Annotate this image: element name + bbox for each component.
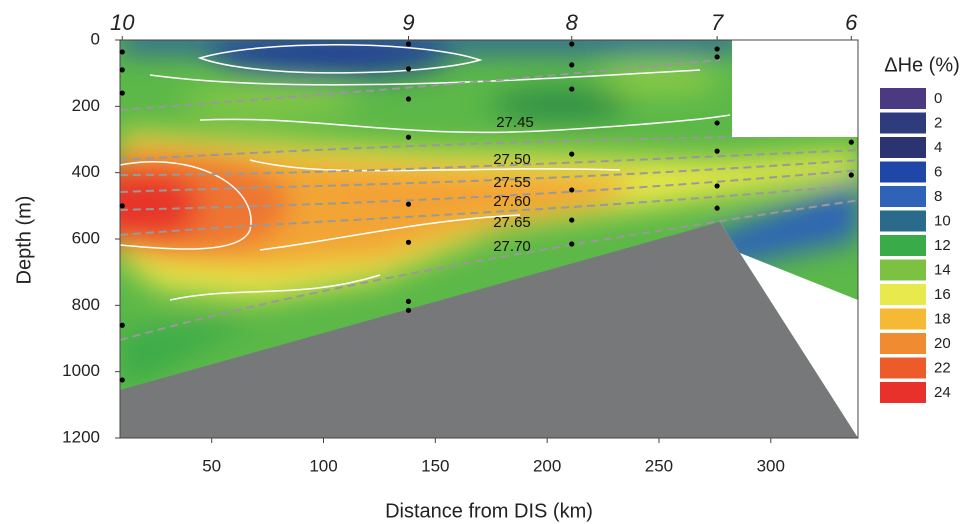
x-tick-label: 100 xyxy=(309,456,337,475)
sample-point xyxy=(848,139,854,145)
x-tick-label: 50 xyxy=(202,456,221,475)
y-tick-label: 400 xyxy=(72,162,100,181)
colorbar-swatch xyxy=(880,210,926,232)
sample-point xyxy=(405,201,412,207)
colorbar-swatch xyxy=(880,112,926,134)
colorbar-swatch xyxy=(880,161,926,183)
sample-point xyxy=(714,183,720,189)
isopycnal-label: 27.45 xyxy=(496,114,534,131)
sample-point xyxy=(569,41,575,47)
x-tick-label: 250 xyxy=(645,456,673,475)
colorbar-label: 4 xyxy=(934,139,942,156)
sample-point xyxy=(405,239,412,245)
station-label: 6 xyxy=(845,10,858,35)
bathymetry xyxy=(120,222,858,438)
colorbar-swatch xyxy=(880,333,926,354)
sample-point xyxy=(119,322,125,328)
colorbar-swatch xyxy=(880,259,926,281)
colorbar-swatch xyxy=(880,88,926,109)
colorbar-label: 10 xyxy=(934,212,951,229)
sample-point xyxy=(405,96,412,102)
y-tick-label: 800 xyxy=(72,295,100,314)
sample-point xyxy=(405,66,412,72)
sample-point xyxy=(569,241,575,247)
colorbar-label: 2 xyxy=(934,114,942,131)
colorbar-label: 16 xyxy=(934,286,951,303)
station-label: 7 xyxy=(711,10,724,35)
sample-point xyxy=(569,187,575,193)
isopycnal-label: 27.50 xyxy=(493,151,531,168)
sample-point xyxy=(714,120,720,126)
colorbar-swatch xyxy=(880,308,926,330)
colorbar-swatch xyxy=(880,284,926,305)
colorbar-swatch xyxy=(880,137,926,158)
colorbar-swatch xyxy=(880,235,926,256)
y-tick-label: 1200 xyxy=(62,427,100,446)
sample-point xyxy=(119,377,125,383)
colorbar-title: ΔHe (%) xyxy=(884,54,960,76)
isopycnal-label: 27.60 xyxy=(493,193,531,210)
sample-point xyxy=(569,86,575,92)
colorbar-label: 24 xyxy=(934,384,951,401)
colorbar-label: 22 xyxy=(934,359,951,376)
station-label: 9 xyxy=(402,10,414,35)
colorbar-label: 14 xyxy=(934,261,951,278)
x-tick-label: 200 xyxy=(533,456,561,475)
colorbar-label: 20 xyxy=(934,335,951,352)
x-tick-label: 300 xyxy=(757,456,785,475)
sample-point xyxy=(119,90,125,96)
station-label: 10 xyxy=(110,10,135,35)
sample-point xyxy=(405,41,412,47)
isopycnal-label: 27.55 xyxy=(493,174,531,191)
isopycnal-label: 27.65 xyxy=(493,214,531,231)
sample-point xyxy=(119,67,125,73)
station-label: 8 xyxy=(566,10,579,35)
sample-point xyxy=(119,49,125,55)
sample-point xyxy=(405,307,412,313)
no-data xyxy=(732,40,858,137)
colorbar-label: 0 xyxy=(934,90,942,107)
x-tick-label: 150 xyxy=(421,456,449,475)
colorbar-swatch xyxy=(880,186,926,207)
sample-point xyxy=(714,54,720,60)
colorbar-label: 18 xyxy=(934,310,951,327)
sample-point xyxy=(714,46,720,52)
y-tick-label: 200 xyxy=(72,96,100,115)
isopycnals xyxy=(120,59,858,341)
colorbar-label: 12 xyxy=(934,237,951,254)
sample-point xyxy=(405,134,412,140)
y-axis-label: Depth (m) xyxy=(13,196,35,285)
contour-lines xyxy=(120,44,731,301)
sample-point xyxy=(119,203,125,209)
y-tick-label: 1000 xyxy=(62,361,100,380)
sample-point xyxy=(569,151,575,157)
colorbar-swatch xyxy=(880,382,926,403)
sample-point xyxy=(714,205,720,211)
y-tick-label: 600 xyxy=(72,228,100,247)
x-axis-label: Distance from DIS (km) xyxy=(385,500,593,522)
sample-point xyxy=(569,62,575,68)
colorbar-label: 8 xyxy=(934,188,942,205)
colorbar-swatch xyxy=(880,357,926,379)
sample-point xyxy=(405,298,412,304)
sample-point xyxy=(569,217,575,223)
colorbar-label: 6 xyxy=(934,163,942,180)
isopycnal-label: 27.70 xyxy=(493,238,531,255)
sample-point xyxy=(848,172,854,178)
contour-field xyxy=(120,40,858,438)
y-tick-label: 0 xyxy=(91,29,100,48)
sample-point xyxy=(714,148,720,154)
